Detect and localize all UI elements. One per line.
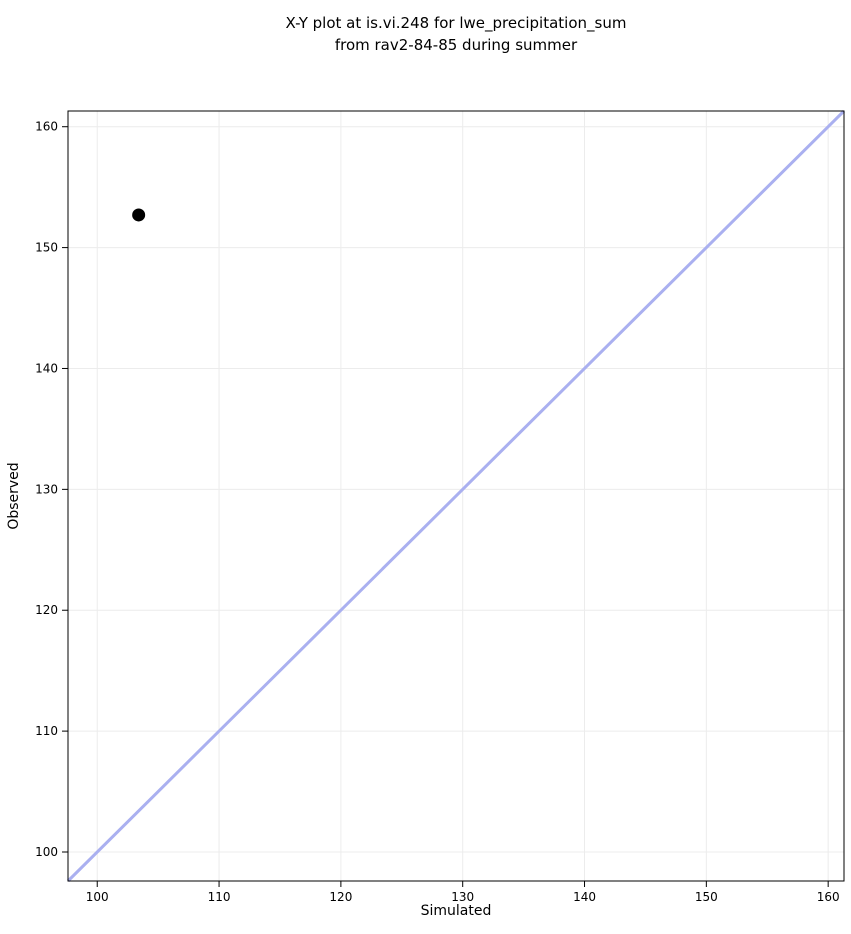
x-tick-label: 130 [451,890,474,904]
x-axis-label: Simulated [420,903,492,919]
y-axis-label: Observed [6,462,22,530]
y-tick-label: 130 [35,482,58,496]
x-tick-label: 150 [695,890,718,904]
data-point [132,208,146,222]
chart-title-line-2: from rav2-84-85 during summer [334,36,578,54]
y-tick-label: 150 [35,241,58,255]
y-tick-label: 100 [35,845,58,859]
x-tick-label: 120 [329,890,352,904]
chart-title: X-Y plot at is.vi.248 for lwe_precipitat… [68,12,844,56]
identity-line [66,109,846,883]
y-tick-label: 160 [35,120,58,134]
chart-title-line-1: X-Y plot at is.vi.248 for lwe_precipitat… [285,14,627,32]
x-tick-label: 160 [817,890,840,904]
plot-border [67,110,845,882]
y-tick-label: 120 [35,603,58,617]
x-tick-label: 100 [86,890,109,904]
x-tick-label: 110 [208,890,231,904]
y-tick-label: 110 [35,724,58,738]
y-tick-label: 140 [35,361,58,375]
x-tick-label: 140 [573,890,596,904]
